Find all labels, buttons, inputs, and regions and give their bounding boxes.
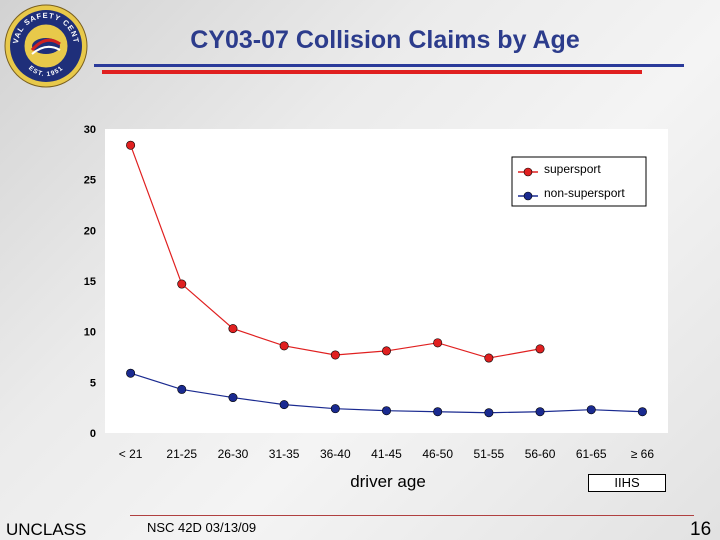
y-tick-label: 30 [84,124,96,136]
data-point [535,344,545,354]
legend: supersport non-supersport [511,156,647,207]
footer-rule [130,515,694,516]
data-point [330,404,340,414]
x-tick-label: 61-65 [576,447,607,461]
y-tick-label: 0 [90,428,96,440]
data-point [177,384,187,394]
data-point [535,407,545,417]
data-point [126,368,136,378]
data-point [484,408,494,418]
title-rule-red [102,70,642,74]
footer-reference: NSC 42D 03/13/09 [147,520,257,535]
y-tick-label: 5 [90,377,96,389]
data-point [381,406,391,416]
y-tick-label: 25 [84,175,96,187]
title-rule-blue [94,64,684,67]
data-point [126,140,136,150]
data-point [279,400,289,410]
data-point [433,407,443,417]
data-point [586,405,596,415]
legend-box [511,156,647,207]
legend-marker [523,191,533,201]
series-supersport [126,140,545,363]
y-tick-label: 20 [84,225,96,237]
data-point [381,346,391,356]
y-tick-label: 15 [84,276,96,288]
series-layer [126,140,647,418]
naval-safety-center-seal: NAVAL SAFETY CENTER EST. 1951 [4,4,88,88]
x-tick-label: 41-45 [371,447,402,461]
data-point [228,393,238,403]
data-point [433,338,443,348]
legend-marker [523,167,533,177]
page-number: 16 [690,519,712,540]
data-point [177,279,187,289]
legend-label: supersport [544,162,601,176]
data-point [279,341,289,351]
x-tick-label: < 21 [119,447,143,461]
data-point [484,353,494,363]
x-tick-label: 36-40 [320,447,351,461]
x-axis: < 21 21-25 26-30 31-35 36-40 41-45 46-50 51-55 5… [119,447,655,461]
x-tick-label: 31-35 [269,447,300,461]
x-axis-label: driver age [350,472,426,491]
source-label: IIHS [588,474,666,492]
legend-label: non-supersport [544,186,625,200]
data-point [637,407,647,417]
y-tick-label: 10 [84,327,96,339]
y-axis: 0 5 10 15 20 25 30 [84,124,96,440]
x-tick-label: 21-25 [166,447,197,461]
data-point [330,350,340,360]
x-tick-label: 56-60 [525,447,556,461]
x-tick-label: 51-55 [474,447,505,461]
x-tick-label: 46-50 [422,447,453,461]
data-point [228,324,238,334]
x-tick-label: 26-30 [218,447,249,461]
classification-label: UNCLASS [6,520,87,539]
series-non-supersport [126,368,647,418]
x-tick-label: ≥ 66 [631,447,655,461]
slide-title: CY03-07 Collision Claims by Age [190,26,580,54]
